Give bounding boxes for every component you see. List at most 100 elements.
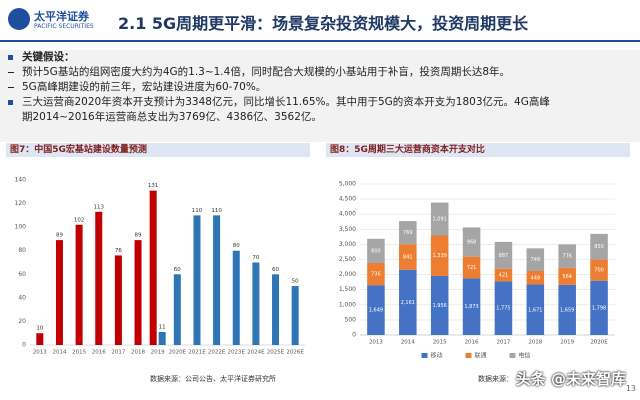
value-label: 70 xyxy=(252,255,259,261)
x-tick-label: 2018 xyxy=(528,340,542,346)
bar-segment xyxy=(367,238,385,263)
value-label: 749 xyxy=(531,257,541,263)
bar-segment xyxy=(558,284,576,335)
bar-segment xyxy=(526,270,545,285)
y-tick-label: 60 xyxy=(18,271,26,278)
page-number: 13 xyxy=(625,384,636,393)
x-tick-label: 2017 xyxy=(496,340,510,346)
y-tick-label: 4,500 xyxy=(339,196,356,203)
bar-segment xyxy=(399,244,417,270)
x-tick-label: 2016 xyxy=(92,350,106,356)
value-label: 80 xyxy=(233,243,240,249)
bar xyxy=(272,274,280,345)
y-tick-label: 1,000 xyxy=(339,301,356,308)
bullet-text: 预计5G基站的组网密度大约为4G的1.3~1.4倍，同时配合大规模的小基站用于补… xyxy=(22,66,511,78)
y-tick-label: 2,000 xyxy=(339,271,356,278)
x-tick-label: 2020E xyxy=(590,340,608,346)
legend-label: 移动 xyxy=(431,352,443,360)
value-label: 50 xyxy=(292,279,299,285)
bar-segment xyxy=(558,244,576,268)
bar xyxy=(95,211,103,345)
bar xyxy=(193,215,201,345)
bullet-list: 关键假设： 预计5G基站的组网密度大约为4G的1.3~1.4倍，同时配合大规模的… xyxy=(0,50,640,142)
legend-label: 联通 xyxy=(475,352,487,360)
bar-segment xyxy=(494,281,513,335)
x-tick-label: 2021E xyxy=(188,350,206,356)
bar xyxy=(149,190,157,345)
value-label: 131 xyxy=(148,183,159,189)
x-tick-label: 2016 xyxy=(465,340,479,346)
watermark: 头条 @未来智库 xyxy=(515,370,626,388)
bullet: 三大运营商2020年资本开支预计为3348亿元，同比增长11.65%。其中用于5… xyxy=(0,95,560,125)
x-tick-label: 2025E xyxy=(267,350,285,356)
value-label: 1,659 xyxy=(560,307,574,313)
y-tick-label: 500 xyxy=(345,316,357,323)
logo-text: 太平洋证券 xyxy=(34,10,89,23)
y-tick-label: 120 xyxy=(15,200,27,207)
value-label: 564 xyxy=(562,274,572,280)
value-label: 736 xyxy=(371,272,381,278)
x-tick-label: 2024E xyxy=(247,350,265,356)
bar-segment xyxy=(462,227,481,257)
value-label: 1,956 xyxy=(433,303,447,309)
bar xyxy=(252,262,260,345)
y-tick-label: 1,500 xyxy=(339,286,356,293)
chart-title: 图8：5G周期三大运营商资本开支对比 xyxy=(326,143,630,157)
x-tick-label: 2015 xyxy=(72,350,86,356)
bar-segment xyxy=(367,262,385,286)
value-label: 421 xyxy=(499,273,509,279)
bar-segment xyxy=(526,284,545,335)
value-label: 1,671 xyxy=(528,307,542,313)
y-tick-label: 5,000 xyxy=(339,181,356,188)
value-label: 769 xyxy=(403,230,413,236)
bar xyxy=(213,215,221,345)
bar-segment xyxy=(430,275,449,335)
y-tick-label: 2,500 xyxy=(339,256,356,263)
y-tick-label: 100 xyxy=(15,224,27,231)
bar-segment xyxy=(590,280,608,335)
value-label: 110 xyxy=(211,208,222,214)
value-label: 1,091 xyxy=(433,217,447,223)
slide-title: 2.1 5G周期更平滑：场景复杂投资规模大，投资周期更长 xyxy=(118,14,529,33)
bar-segment xyxy=(590,259,608,281)
value-label: 1,339 xyxy=(433,253,447,259)
value-label: 10 xyxy=(36,326,43,332)
x-tick-label: 2013 xyxy=(369,340,383,346)
value-label: 1,649 xyxy=(369,308,383,314)
x-tick-label: 2017 xyxy=(111,350,125,356)
value-label: 89 xyxy=(135,233,142,239)
value-label: 1,798 xyxy=(592,305,606,311)
value-label: 776 xyxy=(562,254,572,260)
bullet: 关键假设： xyxy=(0,50,560,65)
value-label: 76 xyxy=(115,248,122,254)
bar-segment xyxy=(462,278,481,335)
bar-segment xyxy=(367,285,385,335)
value-label: 887 xyxy=(499,253,509,259)
y-tick-label: 140 xyxy=(15,177,27,184)
bar-segment xyxy=(399,269,417,335)
bar xyxy=(75,224,83,345)
value-label: 113 xyxy=(94,204,105,210)
value-label: 449 xyxy=(531,275,541,281)
bar xyxy=(55,240,63,345)
y-tick-label: 3,000 xyxy=(339,241,356,248)
value-label: 850 xyxy=(594,244,604,250)
legend-swatch xyxy=(421,353,428,358)
x-tick-label: 2013 xyxy=(33,350,47,356)
value-label: 89 xyxy=(56,233,63,239)
bar xyxy=(291,286,299,345)
y-tick-label: 80 xyxy=(18,247,26,254)
x-tick-label: 2019 xyxy=(151,350,165,356)
value-label: 721 xyxy=(467,265,477,271)
source: 数据来源：公司公告、太平洋证券研究所 xyxy=(150,375,276,383)
legend-swatch xyxy=(509,353,516,358)
x-tick-label: 2022E xyxy=(208,350,226,356)
value-label: 700 xyxy=(594,268,604,274)
bar-segment xyxy=(526,248,545,271)
bar xyxy=(173,274,181,345)
source: 数据来源： xyxy=(478,375,513,383)
y-tick-label: 40 xyxy=(18,294,26,301)
y-tick-label: 20 xyxy=(18,318,26,325)
